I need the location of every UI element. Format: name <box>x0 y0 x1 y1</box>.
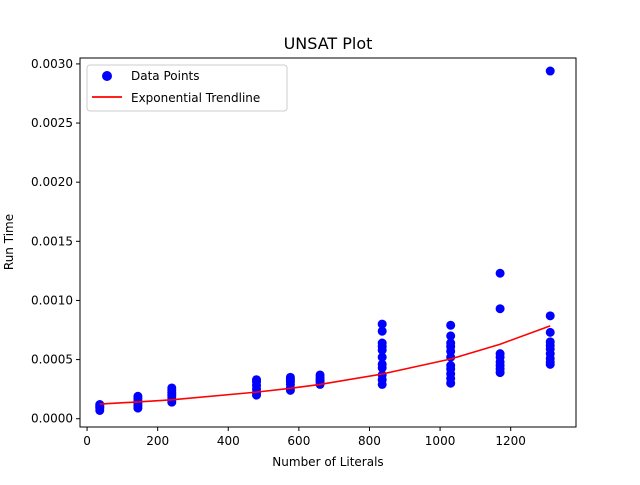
y-tick-label: 0.0000 <box>31 412 73 426</box>
plot-area <box>95 66 555 415</box>
data-point <box>545 311 555 321</box>
y-tick-label: 0.0025 <box>31 116 73 130</box>
y-tick-label: 0.0010 <box>31 293 73 307</box>
data-point <box>377 319 387 329</box>
legend-label-data-points: Data Points <box>131 69 200 83</box>
data-point <box>545 327 555 337</box>
x-tick-label: 200 <box>146 434 169 448</box>
y-tick-label: 0.0015 <box>31 234 73 248</box>
data-point <box>95 400 105 410</box>
data-point <box>495 349 505 359</box>
x-axis: 0 200 400 600 800 1000 1200 <box>83 427 526 448</box>
trendline <box>99 325 551 405</box>
legend: Data Points Exponential Trendline <box>86 64 288 112</box>
x-tick-label: 800 <box>358 434 381 448</box>
data-point <box>252 375 262 385</box>
data-point <box>446 338 456 348</box>
y-tick-label: 0.0030 <box>31 57 73 71</box>
x-tick-label: 1200 <box>495 434 526 448</box>
data-point <box>377 326 387 336</box>
data-point <box>377 338 387 348</box>
x-tick-label: 400 <box>217 434 240 448</box>
data-point <box>545 66 555 76</box>
data-point <box>446 361 456 370</box>
y-tick-label: 0.0020 <box>31 175 73 189</box>
data-point <box>285 372 295 382</box>
y-tick-label: 0.0005 <box>31 353 73 367</box>
x-tick-label: 1000 <box>425 434 456 448</box>
x-axis-label: Number of Literals <box>272 455 383 469</box>
y-axis-label: Run Time <box>2 214 16 270</box>
data-point <box>545 337 555 347</box>
data-point <box>315 370 325 380</box>
data-point <box>133 391 143 401</box>
axes-frame <box>79 57 577 428</box>
data-point <box>377 359 387 369</box>
data-point <box>495 304 505 314</box>
x-tick-label: 600 <box>287 434 310 448</box>
legend-box <box>86 64 288 112</box>
data-point <box>446 320 456 330</box>
data-point <box>167 383 177 393</box>
legend-marker-data-points <box>102 71 112 81</box>
legend-label-trendline: Exponential Trendline <box>131 91 260 105</box>
data-point <box>495 268 505 278</box>
data-point <box>446 331 456 341</box>
x-tick-label: 0 <box>83 434 91 448</box>
data-point <box>377 352 387 362</box>
chart-title: UNSAT Plot <box>284 34 373 53</box>
y-axis: 0.0000 0.0005 0.0010 0.0015 0.0020 0.0025 0.00… <box>31 57 80 426</box>
